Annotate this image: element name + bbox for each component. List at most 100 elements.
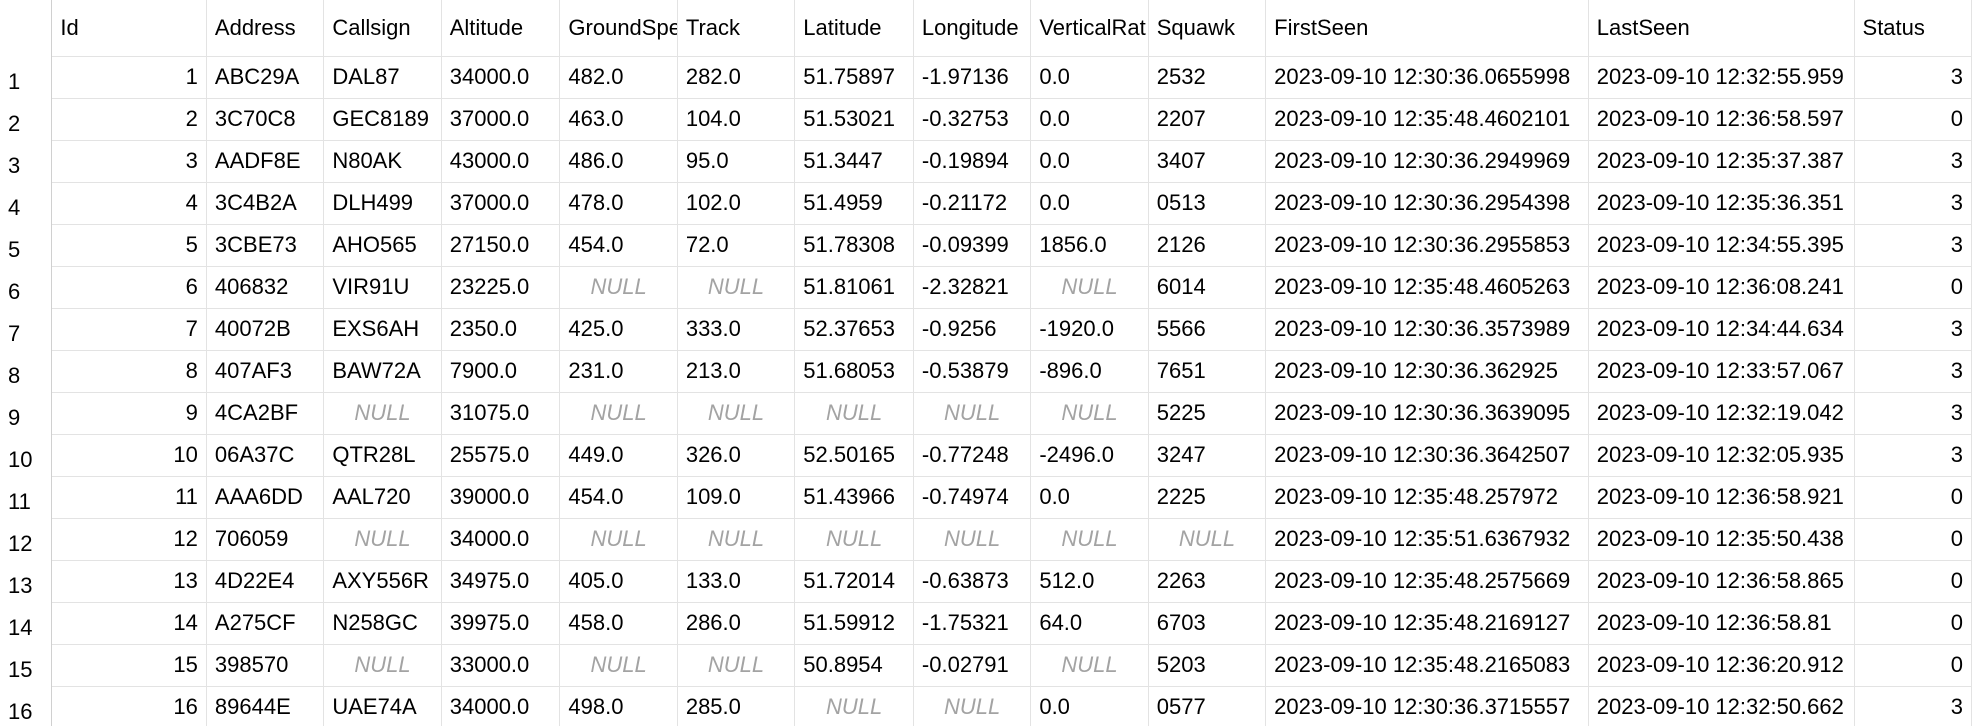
cell-altitude[interactable]: 39000.0: [441, 476, 561, 519]
cell-verticalrate[interactable]: -1920.0: [1030, 308, 1149, 351]
column-header-callsign[interactable]: Callsign: [323, 0, 442, 56]
cell-callsign[interactable]: NULL: [323, 392, 442, 435]
row-number[interactable]: 11: [0, 476, 53, 518]
cell-status[interactable]: 3: [1854, 392, 1972, 435]
cell-track[interactable]: NULL: [677, 266, 796, 309]
cell-callsign[interactable]: VIR91U: [323, 266, 442, 309]
row-number[interactable]: 5: [0, 224, 53, 266]
cell-callsign[interactable]: AHO565: [323, 224, 442, 267]
table-row[interactable]: 9 9 4CA2BF NULL 31075.0 NULL NULL NULL NULL NULL 5…: [0, 392, 1972, 435]
cell-id[interactable]: 7: [51, 308, 207, 351]
row-number[interactable]: 13: [0, 560, 53, 602]
cell-id[interactable]: 2: [51, 98, 207, 141]
cell-status[interactable]: 0: [1854, 560, 1972, 603]
cell-callsign[interactable]: NULL: [323, 644, 442, 687]
cell-verticalrate[interactable]: 0.0: [1030, 476, 1149, 519]
cell-address[interactable]: 706059: [206, 518, 325, 561]
cell-callsign[interactable]: AAL720: [323, 476, 442, 519]
cell-id[interactable]: 11: [51, 476, 207, 519]
cell-address[interactable]: 89644E: [206, 686, 325, 726]
cell-squawk[interactable]: 0577: [1148, 686, 1267, 726]
cell-track[interactable]: 333.0: [677, 308, 796, 351]
cell-callsign[interactable]: N80AK: [323, 140, 442, 183]
table-row[interactable]: 16 16 89644E UAE74A 34000.0 498.0 285.0 NULL NUL…: [0, 686, 1972, 726]
row-number[interactable]: 16: [0, 686, 53, 726]
cell-altitude[interactable]: 34000.0: [441, 518, 561, 561]
cell-latitude[interactable]: 51.72014: [794, 560, 914, 603]
cell-firstseen[interactable]: 2023-09-10 12:30:36.3715557: [1265, 686, 1589, 726]
cell-address[interactable]: 40072B: [206, 308, 325, 351]
table-row[interactable]: 3 3 AADF8E N80AK 43000.0 486.0 95.0 51.3447 -0.1…: [0, 140, 1972, 183]
cell-groundspeed[interactable]: 482.0: [559, 55, 678, 99]
cell-firstseen[interactable]: 2023-09-10 12:30:36.0655998: [1265, 55, 1589, 99]
cell-verticalrate[interactable]: 1856.0: [1030, 224, 1149, 267]
cell-address[interactable]: 4D22E4: [206, 560, 325, 603]
cell-groundspeed[interactable]: 454.0: [559, 476, 678, 519]
cell-lastseen[interactable]: 2023-09-10 12:34:44.634: [1588, 308, 1855, 351]
cell-firstseen[interactable]: 2023-09-10 12:35:48.4605263: [1265, 266, 1589, 309]
cell-status[interactable]: 3: [1854, 140, 1972, 183]
cell-longitude[interactable]: -0.32753: [913, 98, 1032, 141]
cell-id[interactable]: 13: [51, 560, 207, 603]
cell-latitude[interactable]: NULL: [794, 686, 914, 726]
cell-address[interactable]: AAA6DD: [206, 476, 325, 519]
cell-lastseen[interactable]: 2023-09-10 12:36:58.597: [1588, 98, 1855, 141]
cell-lastseen[interactable]: 2023-09-10 12:33:57.067: [1588, 350, 1855, 393]
table-row[interactable]: 5 5 3CBE73 AHO565 27150.0 454.0 72.0 51.78308 -0…: [0, 224, 1972, 267]
cell-verticalrate[interactable]: 64.0: [1030, 602, 1149, 645]
cell-track[interactable]: 95.0: [677, 140, 796, 183]
column-header-squawk[interactable]: Squawk: [1148, 0, 1267, 56]
cell-latitude[interactable]: 51.59912: [794, 602, 914, 645]
cell-longitude[interactable]: -0.63873: [913, 560, 1032, 603]
cell-longitude[interactable]: NULL: [913, 392, 1032, 435]
cell-address[interactable]: 4CA2BF: [206, 392, 325, 435]
row-number[interactable]: 2: [0, 98, 53, 140]
table-row[interactable]: 14 14 A275CF N258GC 39975.0 458.0 286.0 51.5991…: [0, 602, 1972, 645]
cell-track[interactable]: NULL: [677, 392, 796, 435]
column-header-track[interactable]: Track: [677, 0, 796, 56]
table-row[interactable]: 6 6 406832 VIR91U 23225.0 NULL NULL 51.81061 -2.…: [0, 266, 1972, 309]
cell-callsign[interactable]: GEC8189: [323, 98, 442, 141]
cell-latitude[interactable]: 52.50165: [794, 434, 914, 477]
cell-squawk[interactable]: 2532: [1148, 55, 1267, 99]
row-number[interactable]: 3: [0, 140, 53, 182]
cell-squawk[interactable]: 6014: [1148, 266, 1267, 309]
cell-lastseen[interactable]: 2023-09-10 12:36:58.81: [1588, 602, 1855, 645]
cell-altitude[interactable]: 43000.0: [441, 140, 561, 183]
cell-latitude[interactable]: 51.68053: [794, 350, 914, 393]
cell-groundspeed[interactable]: NULL: [559, 518, 678, 561]
cell-latitude[interactable]: 51.53021: [794, 98, 914, 141]
cell-lastseen[interactable]: 2023-09-10 12:36:58.921: [1588, 476, 1855, 519]
cell-status[interactable]: 3: [1854, 434, 1972, 477]
cell-altitude[interactable]: 7900.0: [441, 350, 561, 393]
cell-track[interactable]: NULL: [677, 518, 796, 561]
cell-groundspeed[interactable]: 231.0: [559, 350, 678, 393]
cell-address[interactable]: 3C70C8: [206, 98, 325, 141]
cell-squawk[interactable]: 6703: [1148, 602, 1267, 645]
cell-groundspeed[interactable]: NULL: [559, 392, 678, 435]
column-header-lastseen[interactable]: LastSeen: [1588, 0, 1855, 56]
cell-callsign[interactable]: NULL: [323, 518, 442, 561]
cell-lastseen[interactable]: 2023-09-10 12:36:58.865: [1588, 560, 1855, 603]
cell-latitude[interactable]: 51.78308: [794, 224, 914, 267]
cell-verticalrate[interactable]: 0.0: [1030, 140, 1149, 183]
cell-address[interactable]: ABC29A: [206, 55, 325, 99]
cell-altitude[interactable]: 34000.0: [441, 686, 561, 726]
table-row[interactable]: 11 11 AAA6DD AAL720 39000.0 454.0 109.0 51.4396…: [0, 476, 1972, 519]
column-header-id[interactable]: Id: [51, 0, 207, 56]
table-row[interactable]: 1 1 ABC29A DAL87 34000.0 482.0 282.0 51.75897 -1…: [0, 55, 1972, 99]
cell-callsign[interactable]: BAW72A: [323, 350, 442, 393]
cell-altitude[interactable]: 37000.0: [441, 98, 561, 141]
cell-firstseen[interactable]: 2023-09-10 12:30:36.2949969: [1265, 140, 1589, 183]
cell-track[interactable]: 72.0: [677, 224, 796, 267]
cell-latitude[interactable]: 51.75897: [794, 55, 914, 99]
cell-status[interactable]: 0: [1854, 476, 1972, 519]
cell-verticalrate[interactable]: 0.0: [1030, 98, 1149, 141]
cell-id[interactable]: 10: [51, 434, 207, 477]
cell-verticalrate[interactable]: -2496.0: [1030, 434, 1149, 477]
cell-callsign[interactable]: UAE74A: [323, 686, 442, 726]
cell-groundspeed[interactable]: 498.0: [559, 686, 678, 726]
cell-address[interactable]: 06A37C: [206, 434, 325, 477]
cell-squawk[interactable]: 7651: [1148, 350, 1267, 393]
